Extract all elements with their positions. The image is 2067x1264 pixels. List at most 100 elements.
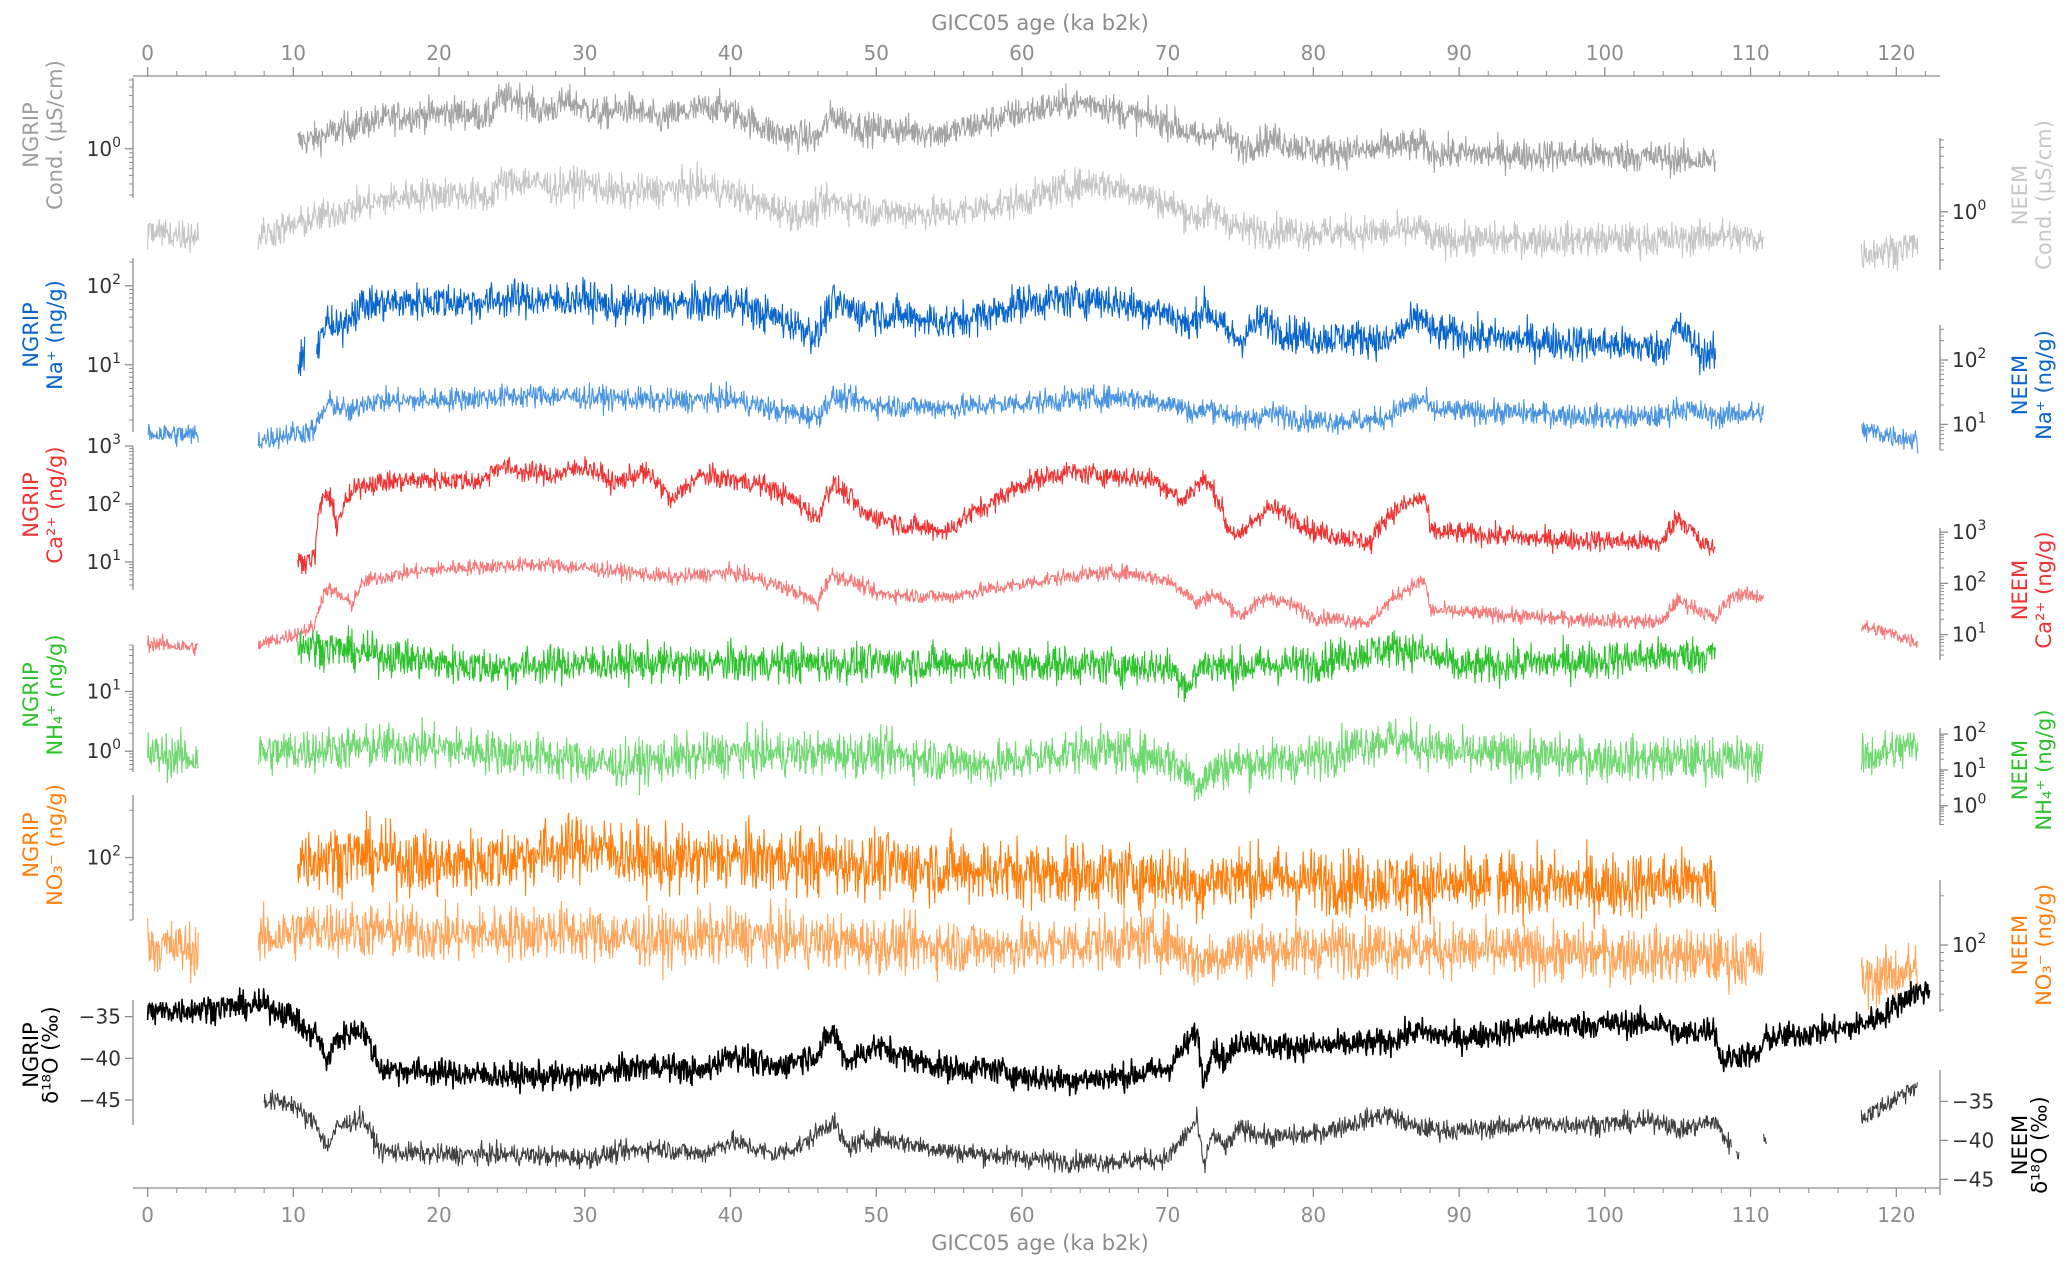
series-calcium-ngrip-segment-0 (297, 455, 1716, 575)
bottom-tick-label-4: 40 (718, 1203, 743, 1227)
top-tick-label-2: 20 (426, 41, 451, 65)
series-d18O-neem-segment-2 (1763, 1134, 1768, 1145)
right-label-nitrate: NEEMNO₃⁻ (ng/g) (2008, 884, 2056, 1006)
top-tick-label-3: 30 (572, 41, 597, 65)
series-calcium-neem-segment-0 (147, 633, 199, 657)
left-tick-label-conductivity-0: 100 (87, 135, 121, 161)
left-tick-label-calcium-1: 102 (87, 490, 121, 516)
right-tick-label-calcium-1: 102 (1952, 569, 1986, 595)
right-label-line-0: NEEM (2008, 740, 2032, 800)
right-tick-label-ammonium-1: 101 (1952, 756, 1986, 782)
top-tick-label-11: 110 (1731, 41, 1769, 65)
left-label-line-1: NH₄⁺ (ng/g) (43, 634, 67, 755)
left-label-conductivity: NGRIPCond. (µS/cm) (19, 60, 67, 210)
left-label-line-0: NGRIP (19, 662, 43, 727)
top-tick-label-12: 120 (1877, 41, 1915, 65)
left-label-line-1: Na⁺ (ng/g) (43, 280, 67, 390)
right-tick-label-ammonium-0: 100 (1952, 792, 1986, 818)
series-sodium-ngrip-segment-0 (297, 336, 306, 377)
right-tick-label-sodium-0: 101 (1952, 410, 1986, 436)
series-d18O-neem-segment-0 (263, 1089, 1732, 1174)
top-tick-label-10: 100 (1586, 41, 1624, 65)
left-label-d18O: NGRIPδ¹⁸O (‰) (19, 1006, 63, 1103)
series-ammonium-neem-segment-0 (147, 726, 199, 784)
left-label-sodium: NGRIPNa⁺ (ng/g) (19, 280, 67, 390)
bottom-tick-label-8: 80 (1301, 1203, 1326, 1227)
series-ammonium-ngrip-segment-0 (297, 625, 1716, 703)
series-sodium-neem-segment-2 (1861, 422, 1919, 454)
series-sodium-ngrip-segment-1 (316, 276, 1717, 376)
series-calcium-neem-segment-2 (1860, 619, 1919, 649)
bottom-tick-label-0: 0 (141, 1203, 154, 1227)
left-tick-label-d18O-2: −45 (79, 1088, 121, 1112)
series-nitrate-neem-segment-0 (147, 917, 199, 984)
right-tick-label-conductivity-0: 100 (1952, 198, 1986, 224)
series-calcium-neem-segment-1 (257, 556, 1764, 650)
right-label-calcium: NEEMCa²⁺ (ng/g) (2008, 531, 2056, 648)
top-tick-label-6: 60 (1009, 41, 1034, 65)
series-nitrate-ngrip-segment-0 (297, 810, 1492, 925)
left-label-line-0: NGRIP (19, 302, 43, 367)
right-tick-label-ammonium-2: 102 (1952, 720, 1986, 746)
right-label-line-1: δ¹⁸O (‰) (2028, 1096, 2052, 1193)
top-x-axis-ticks: 0 10 20 30 40 50 60 70 80 90 100 110 120 (133, 41, 1940, 77)
left-label-line-0: NGRIP (19, 812, 43, 877)
left-tick-label-ammonium-1: 101 (87, 677, 121, 703)
series-ammonium-neem-segment-2 (1860, 729, 1919, 776)
right-label-line-1: Cond. (µS/cm) (2032, 120, 2056, 270)
right-tick-label-d18O-2: −45 (1952, 1167, 1994, 1191)
left-tick-label-calcium-0: 101 (87, 548, 121, 574)
series-d18O-neem-segment-3 (1860, 1082, 1919, 1124)
right-label-d18O: NEEMδ¹⁸O (‰) (2008, 1096, 2052, 1193)
left-label-line-0: NGRIP (19, 1022, 43, 1087)
bottom-tick-label-9: 90 (1446, 1203, 1471, 1227)
left-tick-label-sodium-0: 101 (87, 351, 121, 377)
series-nitrate-neem-segment-2 (1860, 942, 1919, 1011)
right-tick-label-d18O-1: −40 (1952, 1128, 1994, 1152)
right-label-ammonium: NEEMNH₄⁺ (ng/g) (2008, 709, 2056, 830)
right-label-line-1: NO₃⁻ (ng/g) (2032, 884, 2056, 1006)
series-nitrate-ngrip-segment-1 (1496, 839, 1717, 930)
right-label-line-0: NEEM (2008, 915, 2032, 975)
right-tick-label-sodium-1: 102 (1952, 346, 1986, 372)
left-tick-label-calcium-2: 103 (87, 432, 121, 458)
left-label-line-1: δ¹⁸O (‰) (39, 1006, 63, 1103)
series-sodium-neem-segment-1 (257, 381, 1764, 450)
left-label-ammonium: NGRIPNH₄⁺ (ng/g) (19, 634, 67, 755)
bottom-tick-label-7: 70 (1155, 1203, 1180, 1227)
top-x-axis: GICC05 age (ka b2k) 0 10 20 30 40 50 60 70 80 90 1… (133, 11, 1940, 77)
right-label-sodium: NEEMNa⁺ (ng/g) (2008, 330, 2056, 440)
right-tick-label-calcium-2: 103 (1952, 518, 1986, 544)
series-ammonium-neem-segment-1 (257, 716, 1764, 802)
left-label-nitrate: NGRIPNO₃⁻ (ng/g) (19, 784, 67, 906)
series-conductivity-neem-segment-2 (1860, 234, 1919, 271)
right-label-line-1: Ca²⁺ (ng/g) (2032, 531, 2056, 648)
right-label-line-1: Na⁺ (ng/g) (2032, 330, 2056, 440)
bottom-tick-label-3: 30 (572, 1203, 597, 1227)
right-tick-label-d18O-0: −35 (1952, 1089, 1994, 1113)
bottom-x-axis: 0 10 20 30 40 50 60 70 80 90 100 110 120 GICC05 age … (133, 1187, 1940, 1255)
bottom-x-axis-ticks: 0 10 20 30 40 50 60 70 80 90 100 110 120 (133, 1187, 1940, 1227)
top-tick-label-8: 80 (1301, 41, 1326, 65)
top-x-axis-title: GICC05 age (ka b2k) (931, 11, 1149, 35)
left-tick-label-nitrate-0: 102 (87, 844, 121, 870)
top-tick-label-5: 50 (863, 41, 888, 65)
right-tick-label-calcium-0: 101 (1952, 621, 1986, 647)
left-tick-label-d18O-0: −35 (79, 1005, 121, 1029)
bottom-tick-label-5: 50 (863, 1203, 888, 1227)
left-label-line-0: NGRIP (19, 102, 43, 167)
right-tick-label-nitrate-0: 102 (1952, 931, 1986, 957)
top-tick-label-1: 10 (281, 41, 306, 65)
left-label-line-1: Ca²⁺ (ng/g) (43, 446, 67, 563)
top-tick-label-7: 70 (1155, 41, 1180, 65)
left-tick-label-sodium-1: 102 (87, 272, 121, 298)
left-label-line-1: Cond. (µS/cm) (43, 60, 67, 210)
left-label-line-1: NO₃⁻ (ng/g) (43, 784, 67, 906)
top-tick-label-4: 40 (718, 41, 743, 65)
bottom-tick-label-6: 60 (1009, 1203, 1034, 1227)
